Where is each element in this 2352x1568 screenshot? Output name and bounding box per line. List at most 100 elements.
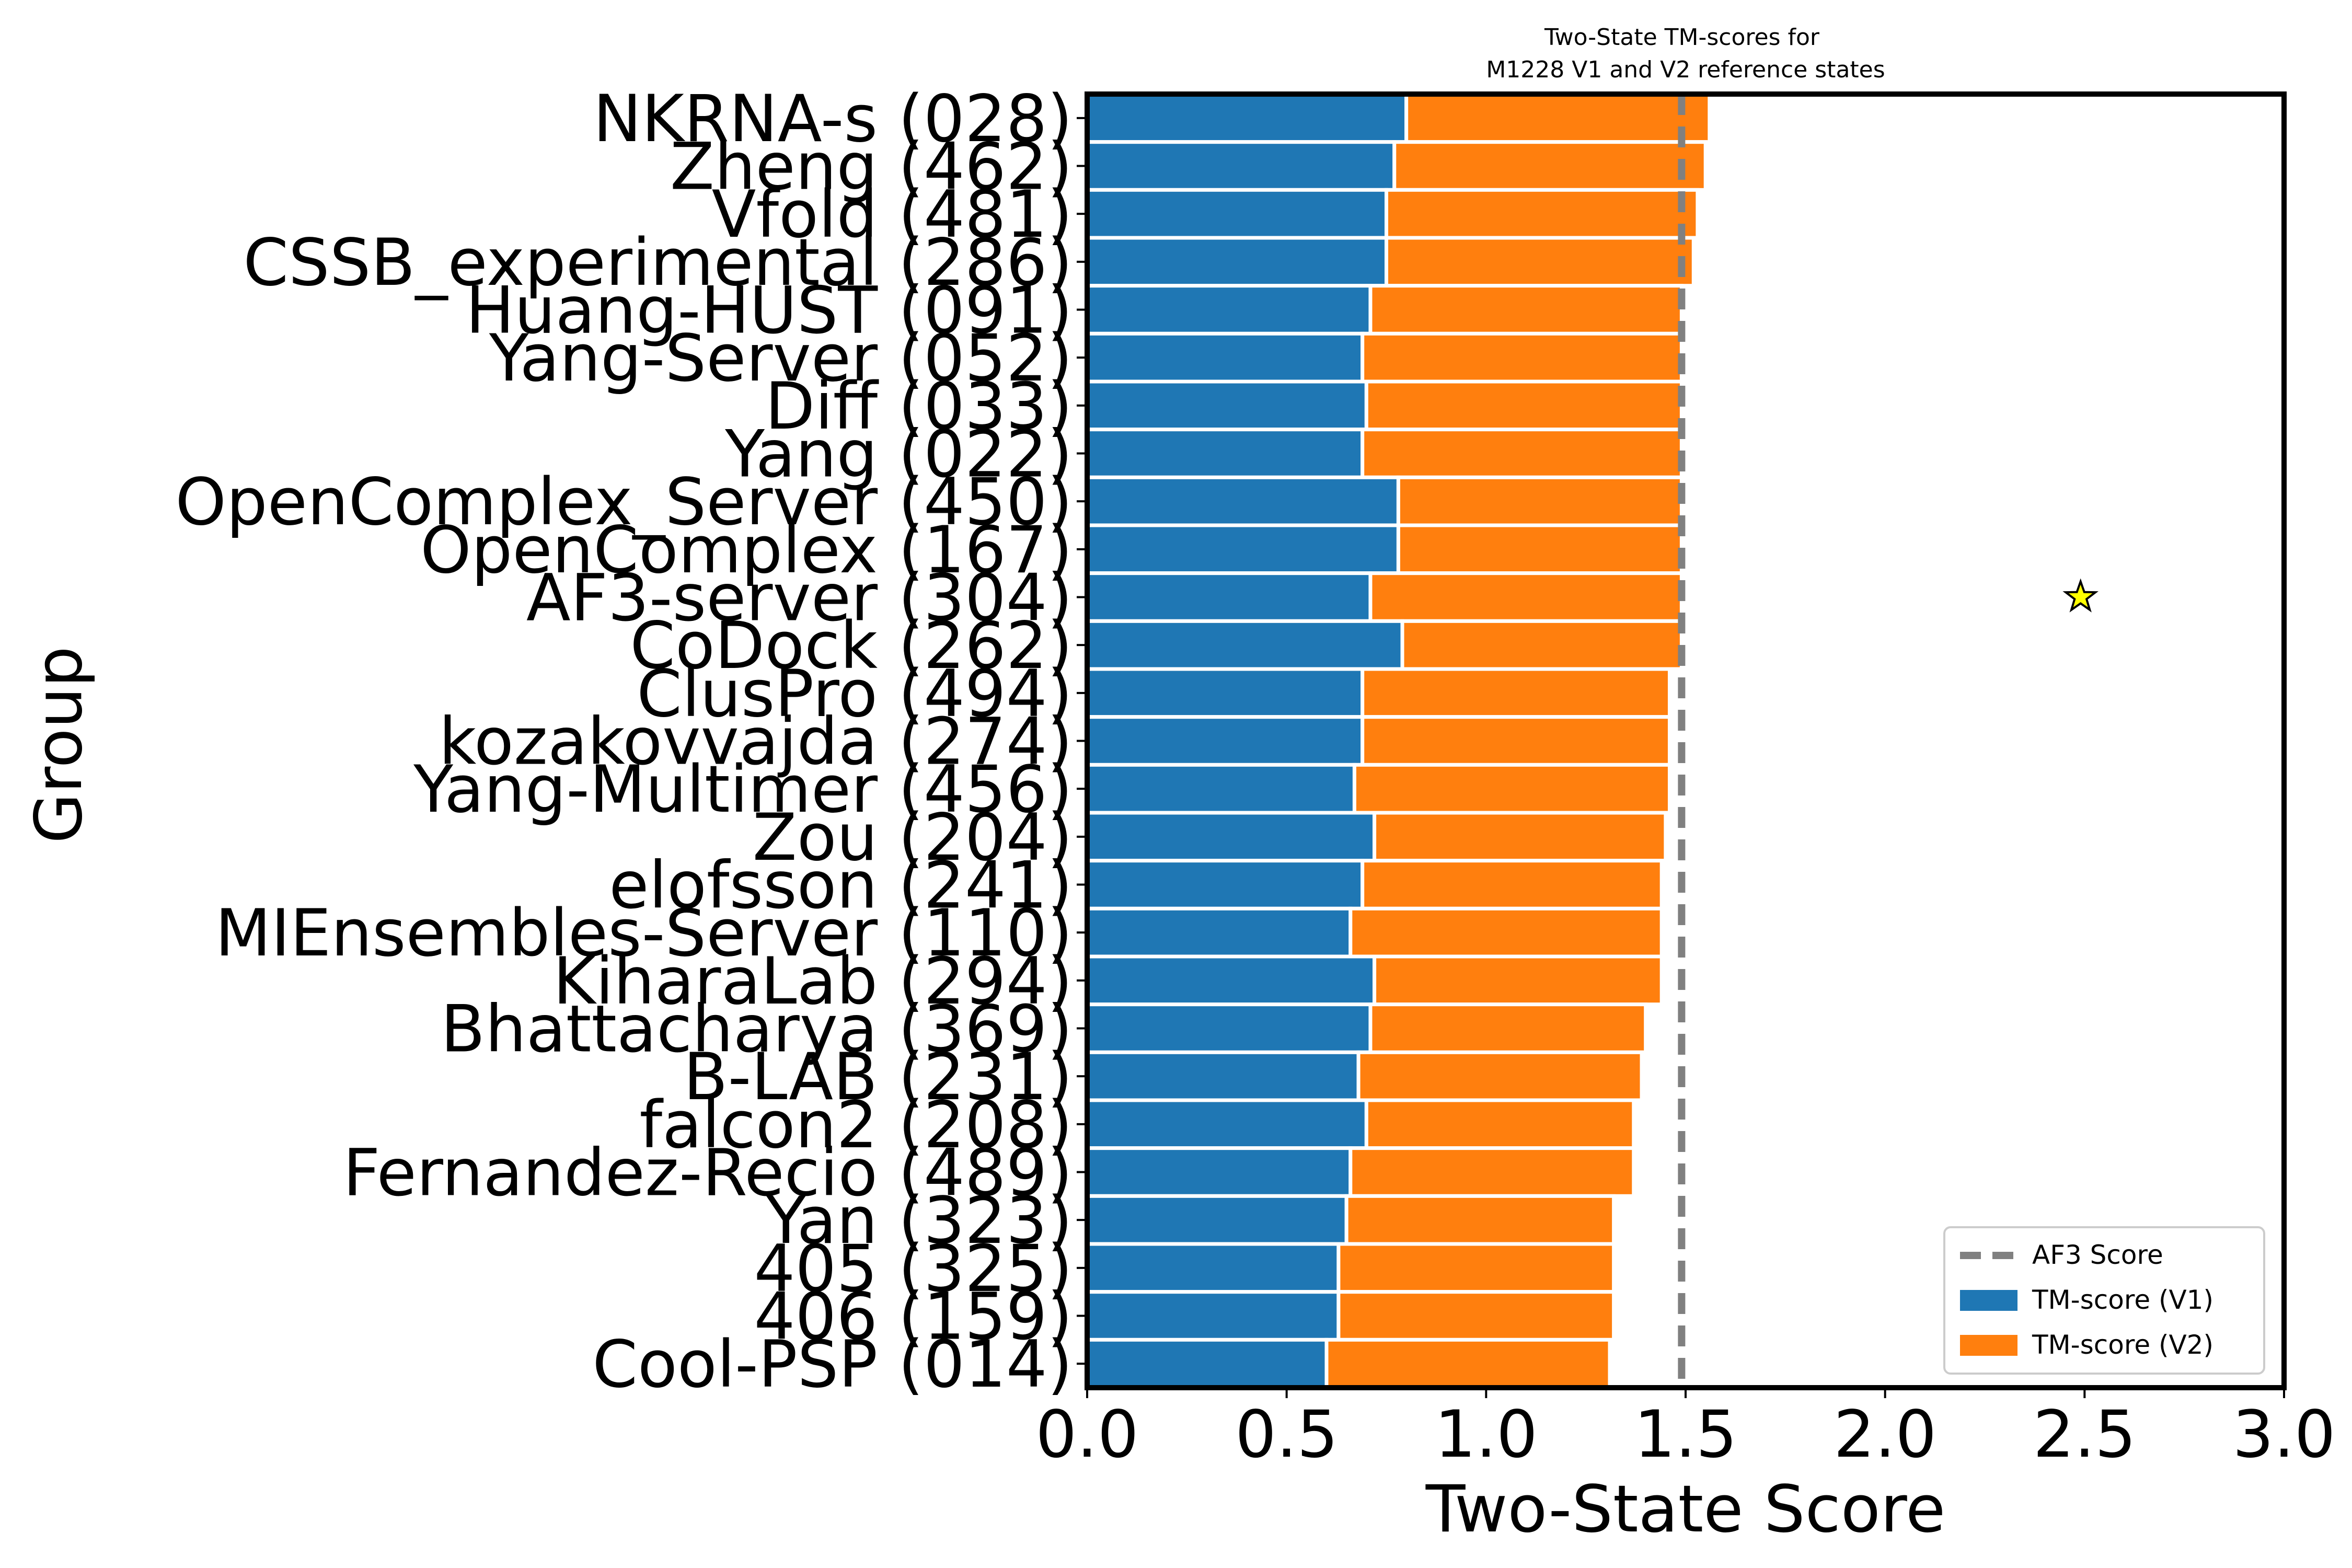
y-tick-label: kozakovvajda (274) bbox=[439, 705, 1073, 780]
bar-v1 bbox=[1085, 140, 1397, 192]
bar-v2 bbox=[1364, 379, 1684, 432]
bar-v1 bbox=[1085, 92, 1409, 144]
y-tick-label: falcon2 (208) bbox=[640, 1088, 1073, 1163]
bar-v2 bbox=[1404, 92, 1712, 144]
x-tick-label: 0.5 bbox=[1235, 1397, 1338, 1472]
bar-v1 bbox=[1085, 667, 1365, 719]
y-tick-label: Diff (033) bbox=[765, 369, 1073, 444]
bar-v1 bbox=[1085, 1290, 1341, 1342]
y-tick-label: OpenComplex (167) bbox=[420, 513, 1073, 588]
bar-v1 bbox=[1085, 859, 1365, 910]
y-tick-label: Zheng (462) bbox=[670, 130, 1073, 205]
bar-v2 bbox=[1356, 1050, 1644, 1102]
y-tick-label: Yang-Multimer (456) bbox=[413, 752, 1073, 827]
bar-v2 bbox=[1373, 811, 1668, 863]
bar-v2 bbox=[1392, 140, 1708, 192]
x-tick-label: 1.5 bbox=[1634, 1397, 1737, 1472]
y-tick-label: Yan (323) bbox=[766, 1183, 1073, 1259]
y-tick-label: Yang (022) bbox=[724, 417, 1073, 492]
y-tick-label: AF3-server (304) bbox=[526, 561, 1073, 636]
legend-color-swatch bbox=[1960, 1335, 2017, 1356]
x-axis-label: Two-State Score bbox=[1425, 1472, 1945, 1547]
y-tick-label: Yang-Server (052) bbox=[489, 321, 1073, 396]
bar-v2 bbox=[1361, 428, 1684, 479]
legend-box bbox=[1943, 1226, 2265, 1375]
bar-v2 bbox=[1364, 1098, 1636, 1150]
bar-v1 bbox=[1085, 1146, 1353, 1198]
bar-v1 bbox=[1085, 1050, 1361, 1102]
bar-v1 bbox=[1085, 523, 1400, 575]
bar-v1 bbox=[1085, 1338, 1329, 1390]
bar-v2 bbox=[1400, 619, 1684, 671]
y-tick-label: NKRNA-s (028) bbox=[593, 82, 1073, 157]
bar-v2 bbox=[1336, 1242, 1616, 1294]
x-tick-label: 2.0 bbox=[1834, 1397, 1936, 1472]
bar-v2 bbox=[1385, 236, 1696, 288]
bar-v2 bbox=[1348, 1146, 1636, 1198]
x-tick-label: 3.0 bbox=[2232, 1397, 2335, 1472]
x-tick-label: 2.5 bbox=[2033, 1397, 2136, 1472]
bar-v2 bbox=[1361, 859, 1664, 910]
bar-v2 bbox=[1373, 954, 1664, 1007]
bar-v1 bbox=[1085, 188, 1388, 240]
y-tick-label: Fernandez-Recio (489) bbox=[343, 1136, 1073, 1211]
bar-v1 bbox=[1085, 1242, 1341, 1294]
bar-v2 bbox=[1348, 906, 1664, 959]
y-tick-label: Bhattacharya (369) bbox=[441, 992, 1073, 1067]
bar-v2 bbox=[1361, 331, 1684, 384]
bar-v2 bbox=[1361, 667, 1671, 719]
bar-v2 bbox=[1344, 1194, 1616, 1246]
af3-star-marker bbox=[2062, 578, 2099, 613]
y-tick-label: 406 (159) bbox=[754, 1279, 1073, 1355]
y-tick-label: Cool-PSP (014) bbox=[592, 1327, 1073, 1402]
bar-v2 bbox=[1352, 763, 1671, 815]
bar-v1 bbox=[1085, 619, 1404, 671]
legend-label: TM-score (V2) bbox=[2032, 1330, 2213, 1360]
bar-v1 bbox=[1085, 379, 1368, 432]
bar-v2 bbox=[1336, 1290, 1616, 1342]
bar-v2 bbox=[1368, 1002, 1648, 1054]
bar-v1 bbox=[1085, 284, 1373, 336]
y-tick-label: 405 (325) bbox=[754, 1231, 1073, 1307]
bar-v1 bbox=[1085, 236, 1388, 288]
bar-v1 bbox=[1085, 331, 1365, 384]
chart-title: Two-State TM-scores for M1228 V1 and V2 … bbox=[1486, 24, 1885, 83]
bar-v2 bbox=[1396, 523, 1684, 575]
bar-v1 bbox=[1085, 475, 1400, 527]
bar-v2 bbox=[1396, 475, 1684, 527]
bar-v2 bbox=[1368, 284, 1684, 336]
y-tick-label: CSSB_experimental (286) bbox=[243, 225, 1073, 301]
plot-area: NKRNA-s (028)Zheng (462)Vfold (481)CSSB_… bbox=[175, 82, 2335, 1472]
bar-v1 bbox=[1085, 428, 1365, 479]
bar-v1 bbox=[1085, 763, 1356, 815]
x-tick-label: 0.0 bbox=[1035, 1397, 1138, 1472]
x-tick-label: 1.0 bbox=[1435, 1397, 1538, 1472]
bar-v1 bbox=[1085, 1098, 1368, 1150]
bar-v1 bbox=[1085, 906, 1353, 959]
y-tick-label: KiharaLab (294) bbox=[553, 944, 1073, 1019]
y-tick-label: elofsson (241) bbox=[609, 848, 1073, 924]
bar-v1 bbox=[1085, 1194, 1348, 1246]
bar-v1 bbox=[1085, 571, 1373, 623]
bar-v2 bbox=[1385, 188, 1700, 240]
y-tick-label: CoDock (262) bbox=[630, 608, 1073, 684]
bar-v2 bbox=[1361, 715, 1671, 767]
y-tick-label: B-LAB (231) bbox=[684, 1040, 1073, 1115]
y-tick-label: Zou (204) bbox=[753, 800, 1073, 875]
legend: AF3 Score TM-score (V1) TM-score (V2) bbox=[1943, 1226, 2265, 1375]
bar-v2 bbox=[1368, 571, 1684, 623]
bar-v1 bbox=[1085, 811, 1377, 863]
legend-label: TM-score (V1) bbox=[2032, 1285, 2213, 1315]
y-tick-label: OpenComplex_Server (450) bbox=[175, 465, 1073, 540]
bar-v1 bbox=[1085, 954, 1377, 1007]
y-axis-label: Group bbox=[21, 646, 97, 844]
legend-color-swatch bbox=[1960, 1290, 2017, 1311]
bar-v2 bbox=[1324, 1338, 1612, 1390]
bar-v1 bbox=[1085, 1002, 1373, 1054]
legend-label: AF3 Score bbox=[2032, 1240, 2163, 1270]
y-tick-label: Huang-HUST (091) bbox=[466, 273, 1073, 349]
y-tick-label: Vfold (481) bbox=[712, 177, 1073, 252]
y-tick-label: ClusPro (494) bbox=[637, 656, 1073, 732]
bar-v1 bbox=[1085, 715, 1365, 767]
